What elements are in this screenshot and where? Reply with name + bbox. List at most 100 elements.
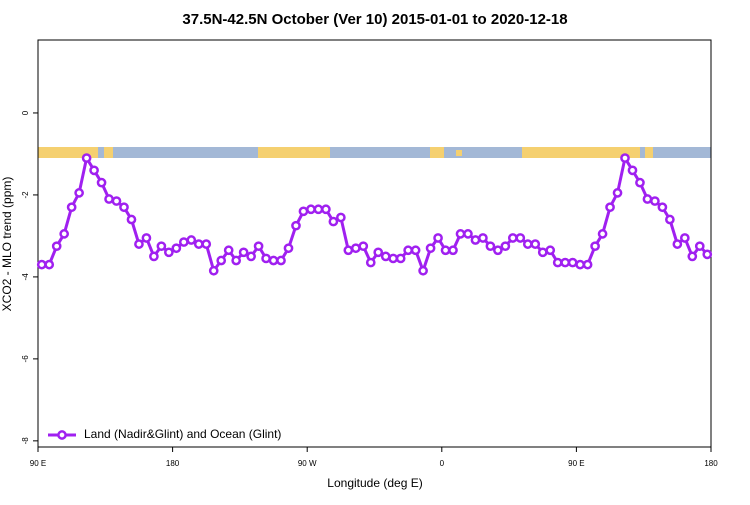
data-point (560, 257, 571, 268)
data-point (463, 229, 473, 239)
data-point (306, 204, 316, 215)
data-point (164, 247, 174, 258)
data-point (298, 206, 309, 217)
data-point (380, 251, 391, 262)
legend-marker (57, 430, 67, 440)
data-point (44, 259, 55, 270)
data-point (141, 233, 152, 243)
y-tick-label: -6 (21, 355, 30, 363)
data-point (126, 214, 137, 225)
data-point (261, 253, 271, 264)
data-point (485, 241, 496, 252)
data-point (358, 241, 369, 252)
data-point (193, 239, 204, 249)
data-point (433, 233, 443, 243)
data-point (336, 212, 346, 223)
data-point (365, 257, 376, 268)
data-point (679, 233, 690, 243)
data-point (104, 194, 114, 204)
data-point (537, 247, 548, 258)
data-point (545, 245, 556, 256)
data-point (291, 220, 301, 231)
data-point (51, 241, 62, 252)
data-point (694, 241, 705, 252)
data-point (500, 241, 511, 252)
data-point (111, 196, 122, 206)
data-point (582, 259, 593, 270)
data-point (268, 255, 279, 266)
data-point (328, 216, 339, 227)
x-tick-label: 90 E (30, 459, 46, 468)
data-point (552, 257, 563, 268)
y-tick-label: -2 (21, 191, 30, 199)
data-point (575, 259, 585, 270)
data-point (178, 237, 189, 247)
data-point (66, 202, 77, 213)
data-point (373, 247, 384, 258)
data-point (253, 241, 264, 252)
data-point (81, 153, 92, 163)
data-point (283, 243, 294, 254)
data-point (238, 247, 249, 258)
data-point (171, 243, 182, 254)
data-point (395, 253, 406, 264)
data-point (455, 229, 466, 239)
data-point (313, 204, 324, 215)
data-point (186, 235, 197, 245)
data-point (530, 239, 541, 249)
chart-title: 37.5N-42.5N October (Ver 10) 2015-01-01 … (182, 11, 567, 28)
data-point (620, 153, 630, 163)
data-point (507, 233, 518, 243)
data-point (627, 165, 638, 176)
data-point (440, 245, 451, 256)
y-tick-label: 0 (21, 110, 30, 115)
data-point (321, 204, 331, 215)
data-point (665, 214, 675, 225)
x-tick-label: 90 W (298, 459, 317, 468)
legend-label: Land (Nadir&Glint) and Ocean (Glint) (84, 427, 281, 441)
y-tick-label: -4 (21, 273, 30, 281)
data-point (350, 243, 361, 254)
data-point (493, 245, 503, 256)
x-tick-label: 180 (166, 459, 180, 468)
data-point (605, 202, 615, 213)
data-point (216, 255, 227, 266)
data-point (74, 188, 84, 198)
data-point (403, 245, 413, 256)
data-point (410, 245, 421, 256)
data-point (96, 177, 107, 188)
data-point (448, 245, 458, 256)
data-point (702, 249, 713, 260)
data-point (418, 265, 428, 276)
data-point (231, 255, 242, 266)
data-point (343, 245, 354, 256)
data-point (590, 241, 600, 252)
x-axis-label: Longitude (deg E) (327, 476, 422, 490)
data-point (635, 177, 645, 188)
data-point (36, 259, 47, 270)
data-point (89, 165, 99, 176)
data-point (388, 253, 399, 264)
data-point (223, 245, 234, 256)
land-ocean-strip (38, 147, 711, 158)
data-point (612, 188, 623, 198)
data-point (672, 239, 683, 249)
data-point (470, 235, 481, 245)
x-tick-label: 180 (704, 459, 718, 468)
data-point (515, 233, 526, 243)
data-point (687, 251, 698, 262)
data-point (208, 265, 219, 276)
data-point (156, 241, 167, 252)
data-point (642, 194, 653, 204)
plot-frame (37, 39, 712, 448)
data-point (246, 251, 256, 262)
data-point (119, 202, 129, 213)
data-point (657, 202, 668, 213)
data-point (522, 239, 533, 249)
data-point (597, 229, 608, 239)
data-point (134, 239, 144, 249)
y-axis-label: XCO2 - MLO trend (ppm) (0, 177, 14, 312)
data-point (149, 251, 159, 262)
data-point (276, 255, 286, 266)
